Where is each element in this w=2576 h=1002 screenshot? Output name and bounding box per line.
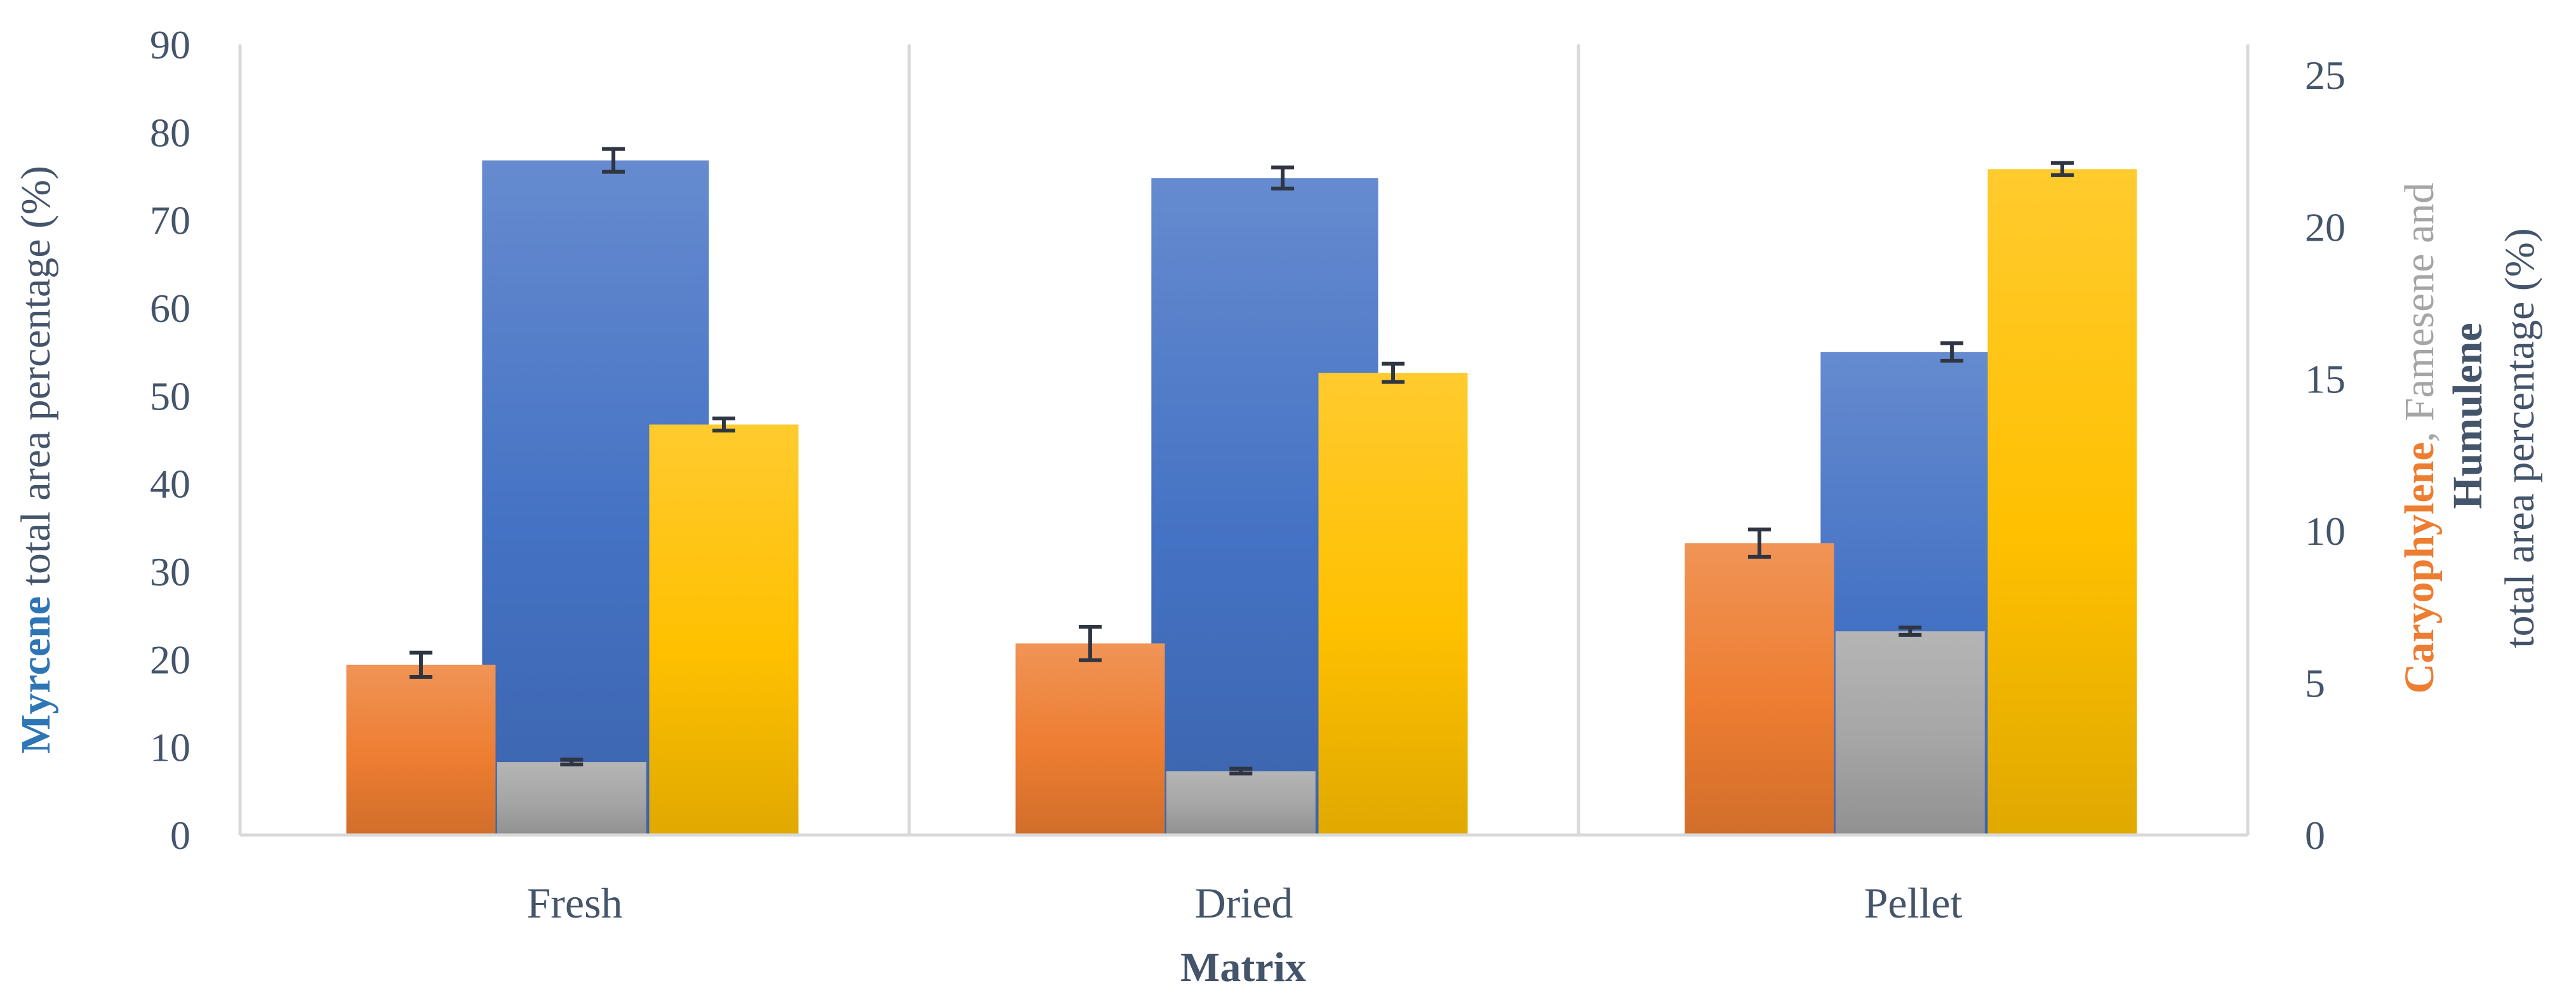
bar-famesene-dried (1166, 771, 1316, 835)
error-bar-famesene-pellet (1899, 625, 1922, 637)
y-right-tick-label: 25 (2305, 53, 2346, 98)
y-right-tick-label: 20 (2305, 204, 2346, 250)
y-left-tick-label: 10 (150, 725, 190, 770)
y-right-tick-label: 15 (2305, 357, 2346, 402)
y-right-tick-label: 0 (2305, 813, 2325, 858)
bar-famesene-fresh (497, 762, 646, 835)
y-left-tick-label: 60 (150, 286, 190, 331)
bar-caryophylene-dried (1015, 643, 1165, 835)
bar-caryophylene-fresh (346, 664, 496, 835)
error-bar-layer (409, 147, 2074, 776)
error-bar-caryophylene-pellet (1747, 527, 1771, 559)
y-axis-right-title-caryophylene: Caryophylene (2396, 442, 2443, 693)
bar-humulene-fresh (649, 424, 799, 835)
error-bar-myrcene-dried (1271, 165, 1295, 190)
y-left-tick-label: 20 (150, 637, 190, 682)
x-axis-title: Matrix (1180, 944, 1306, 991)
x-category-label: Dried (1195, 879, 1293, 927)
error-bar-famesene-fresh (560, 758, 584, 766)
y-axis-left-title: Myrcene total area percentage (%) (13, 166, 59, 754)
y-left-tick-label: 80 (150, 110, 190, 155)
x-category-label: Fresh (526, 879, 622, 927)
bar-caryophylene-pellet (1685, 543, 1834, 835)
y-right-tick-label: 10 (2305, 509, 2346, 554)
y-left-tick-label: 30 (150, 549, 190, 594)
bar-layer (346, 160, 2137, 836)
error-bar-famesene-dried (1229, 766, 1253, 776)
error-bar-humulene-dried (1382, 361, 1405, 384)
y-right-tick-label: 5 (2305, 661, 2325, 706)
x-category-label: Pellet (1864, 879, 1963, 927)
grid-lines (238, 44, 2250, 835)
bar-humulene-pellet (1987, 169, 2137, 836)
y-left-tick-label: 40 (150, 462, 190, 507)
y-left-tick-label: 0 (170, 813, 190, 858)
y-axis-right-title-famesene: , Famesene and (2396, 183, 2443, 443)
axes-layer: 0 10 20 30 40 50 60 70 80 90 0 5 10 15 20 25 Fresh Dried P… (150, 22, 2346, 927)
bar-humulene-dried (1318, 373, 1468, 835)
y-left-tick-label: 50 (150, 373, 190, 418)
y-axis-right-title-line3: total area percentage (%) (2497, 228, 2543, 648)
y-axis-left-title-rest: total area percentage (%) (13, 166, 59, 596)
bar-famesene-pellet (1835, 631, 1985, 835)
error-bar-caryophylene-fresh (409, 650, 432, 679)
y-axis-right-title-humulene: Humulene (2445, 323, 2491, 509)
y-axis-right-title-line1: Caryophylene, Famesene and (2396, 183, 2443, 694)
error-bar-caryophylene-dried (1078, 624, 1102, 662)
error-bar-myrcene-fresh (602, 147, 625, 174)
y-axis-left-title-highlight: Myrcene (13, 596, 59, 754)
error-bar-humulene-fresh (712, 416, 735, 433)
y-left-tick-label: 70 (150, 198, 190, 243)
error-bar-humulene-pellet (2051, 161, 2074, 177)
y-left-tick-label: 90 (150, 22, 190, 67)
error-bar-myrcene-pellet (1940, 341, 1964, 363)
